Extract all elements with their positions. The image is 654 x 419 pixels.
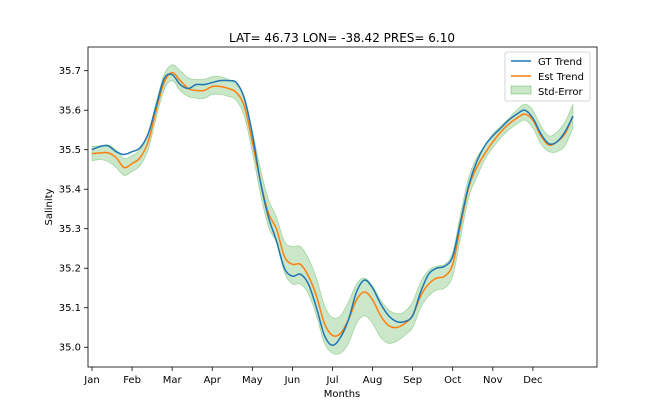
- legend-std-error-swatch: [510, 85, 532, 95]
- y-tick-label: 35.1: [59, 303, 81, 314]
- std-error-band: [91, 64, 574, 355]
- y-axis-label: Salinity: [44, 188, 55, 225]
- chart-title: LAT= 46.73 LON= -38.42 PRES= 6.10: [229, 31, 455, 45]
- x-axis-label: Months: [324, 389, 361, 400]
- y-tick-label: 35.2: [59, 264, 81, 275]
- y-tick-label: 35.5: [59, 145, 81, 156]
- x-tick-label-oct: Oct: [444, 375, 461, 386]
- plot-area: [91, 64, 574, 355]
- legend-std-error-label: Std-Error: [538, 87, 583, 98]
- legend: GT Trend Est Trend Std-Error: [504, 51, 591, 102]
- legend-est-label: Est Trend: [538, 72, 584, 83]
- est-trend-line: [91, 71, 574, 337]
- y-tick-label: 35.0: [59, 343, 81, 354]
- x-tick-label-jan: Jan: [83, 375, 99, 386]
- x-tick-label-apr: Apr: [204, 375, 222, 386]
- legend-gt-label: GT Trend: [538, 57, 582, 68]
- x-tick-label-mar: Mar: [163, 375, 183, 386]
- x-tick-label-sep: Sep: [403, 375, 422, 386]
- plot-frame: [87, 46, 598, 368]
- x-tick-label-aug: Aug: [363, 375, 383, 386]
- x-tick-label-may: May: [242, 375, 263, 386]
- y-axis: 35.0 35.1 35.2 35.3 35.4 35.5 35.6 35.7: [59, 66, 88, 354]
- y-tick-label: 35.7: [59, 66, 81, 77]
- y-tick-label: 35.4: [59, 185, 81, 196]
- legend-box: [504, 51, 591, 102]
- x-tick-label-nov: Nov: [483, 375, 503, 386]
- x-tick-label-dec: Dec: [523, 375, 542, 386]
- y-tick-label: 35.6: [59, 106, 81, 117]
- x-axis: Jan Feb Mar Apr May Jun Jul Aug Sep Oct Nov Dec: [83, 367, 543, 386]
- x-tick-label-feb: Feb: [123, 375, 141, 386]
- gt-trend-line: [91, 73, 574, 347]
- y-tick-label: 35.3: [59, 224, 81, 235]
- x-tick-label-jul: Jul: [325, 375, 338, 386]
- x-tick-label-jun: Jun: [284, 375, 301, 386]
